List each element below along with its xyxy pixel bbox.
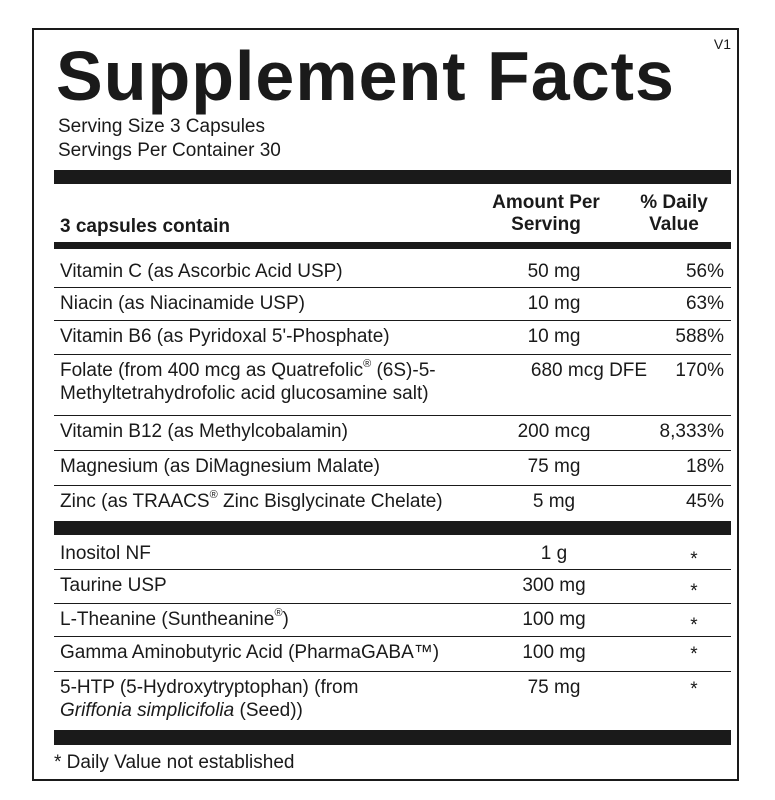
nutrient-row: Folate (from 400 mcg as Quatrefolic® (6S… [54,355,731,416]
panel-title: Supplement Facts [56,37,675,115]
serving-size: Serving Size 3 Capsules [58,116,265,137]
header-amount: Amount Per Serving [492,192,600,235]
header-contains: 3 capsules contain [60,216,231,237]
medium-divider [54,242,731,249]
footnote: * Daily Value not established [54,752,295,773]
supplement-facts-panel: Supplement Facts V1 Serving Size 3 Capsu… [32,28,739,781]
folate-name: Folate (from 400 mcg as Quatrefolic® (6S… [60,357,436,404]
nutrient-row: Vitamin B12 (as Methylcobalamin) 200 mcg… [54,416,731,451]
nutrient-row: Vitamin B6 (as Pyridoxal 5'-Phosphate) 1… [54,321,731,355]
nutrient-row: Vitamin C (as Ascorbic Acid USP) 50 mg 5… [54,256,731,288]
thick-divider [54,730,731,745]
header-daily-value: % Daily Value [640,192,708,235]
version-label: V1 [713,36,731,52]
ingredient-row: Taurine USP 300 mg * [54,570,731,604]
ingredient-row: Gamma Aminobutyric Acid (PharmaGABA™) 10… [54,637,731,672]
thick-divider [54,170,731,184]
ingredient-row: L-Theanine (Suntheanine®) 100 mg * [54,604,731,637]
ingredient-row: Inositol NF 1 g * [54,538,731,570]
zinc-name: Zinc (as TRAACS® Zinc Bisglycinate Chela… [60,488,443,512]
nutrient-row: Niacin (as Niacinamide USP) 10 mg 63% [54,288,731,321]
nutrient-row: Magnesium (as DiMagnesium Malate) 75 mg … [54,451,731,486]
htp-name: 5-HTP (5-Hydroxytryptophan) (from Griffo… [60,677,359,721]
theanine-name: L-Theanine (Suntheanine®) [60,606,289,630]
nutrient-row: Zinc (as TRAACS® Zinc Bisglycinate Chela… [60,488,724,512]
thick-divider [54,521,731,535]
ingredient-row: 5-HTP (5-Hydroxytryptophan) (from Griffo… [60,677,698,721]
servings-per-container: Servings Per Container 30 [58,140,281,161]
